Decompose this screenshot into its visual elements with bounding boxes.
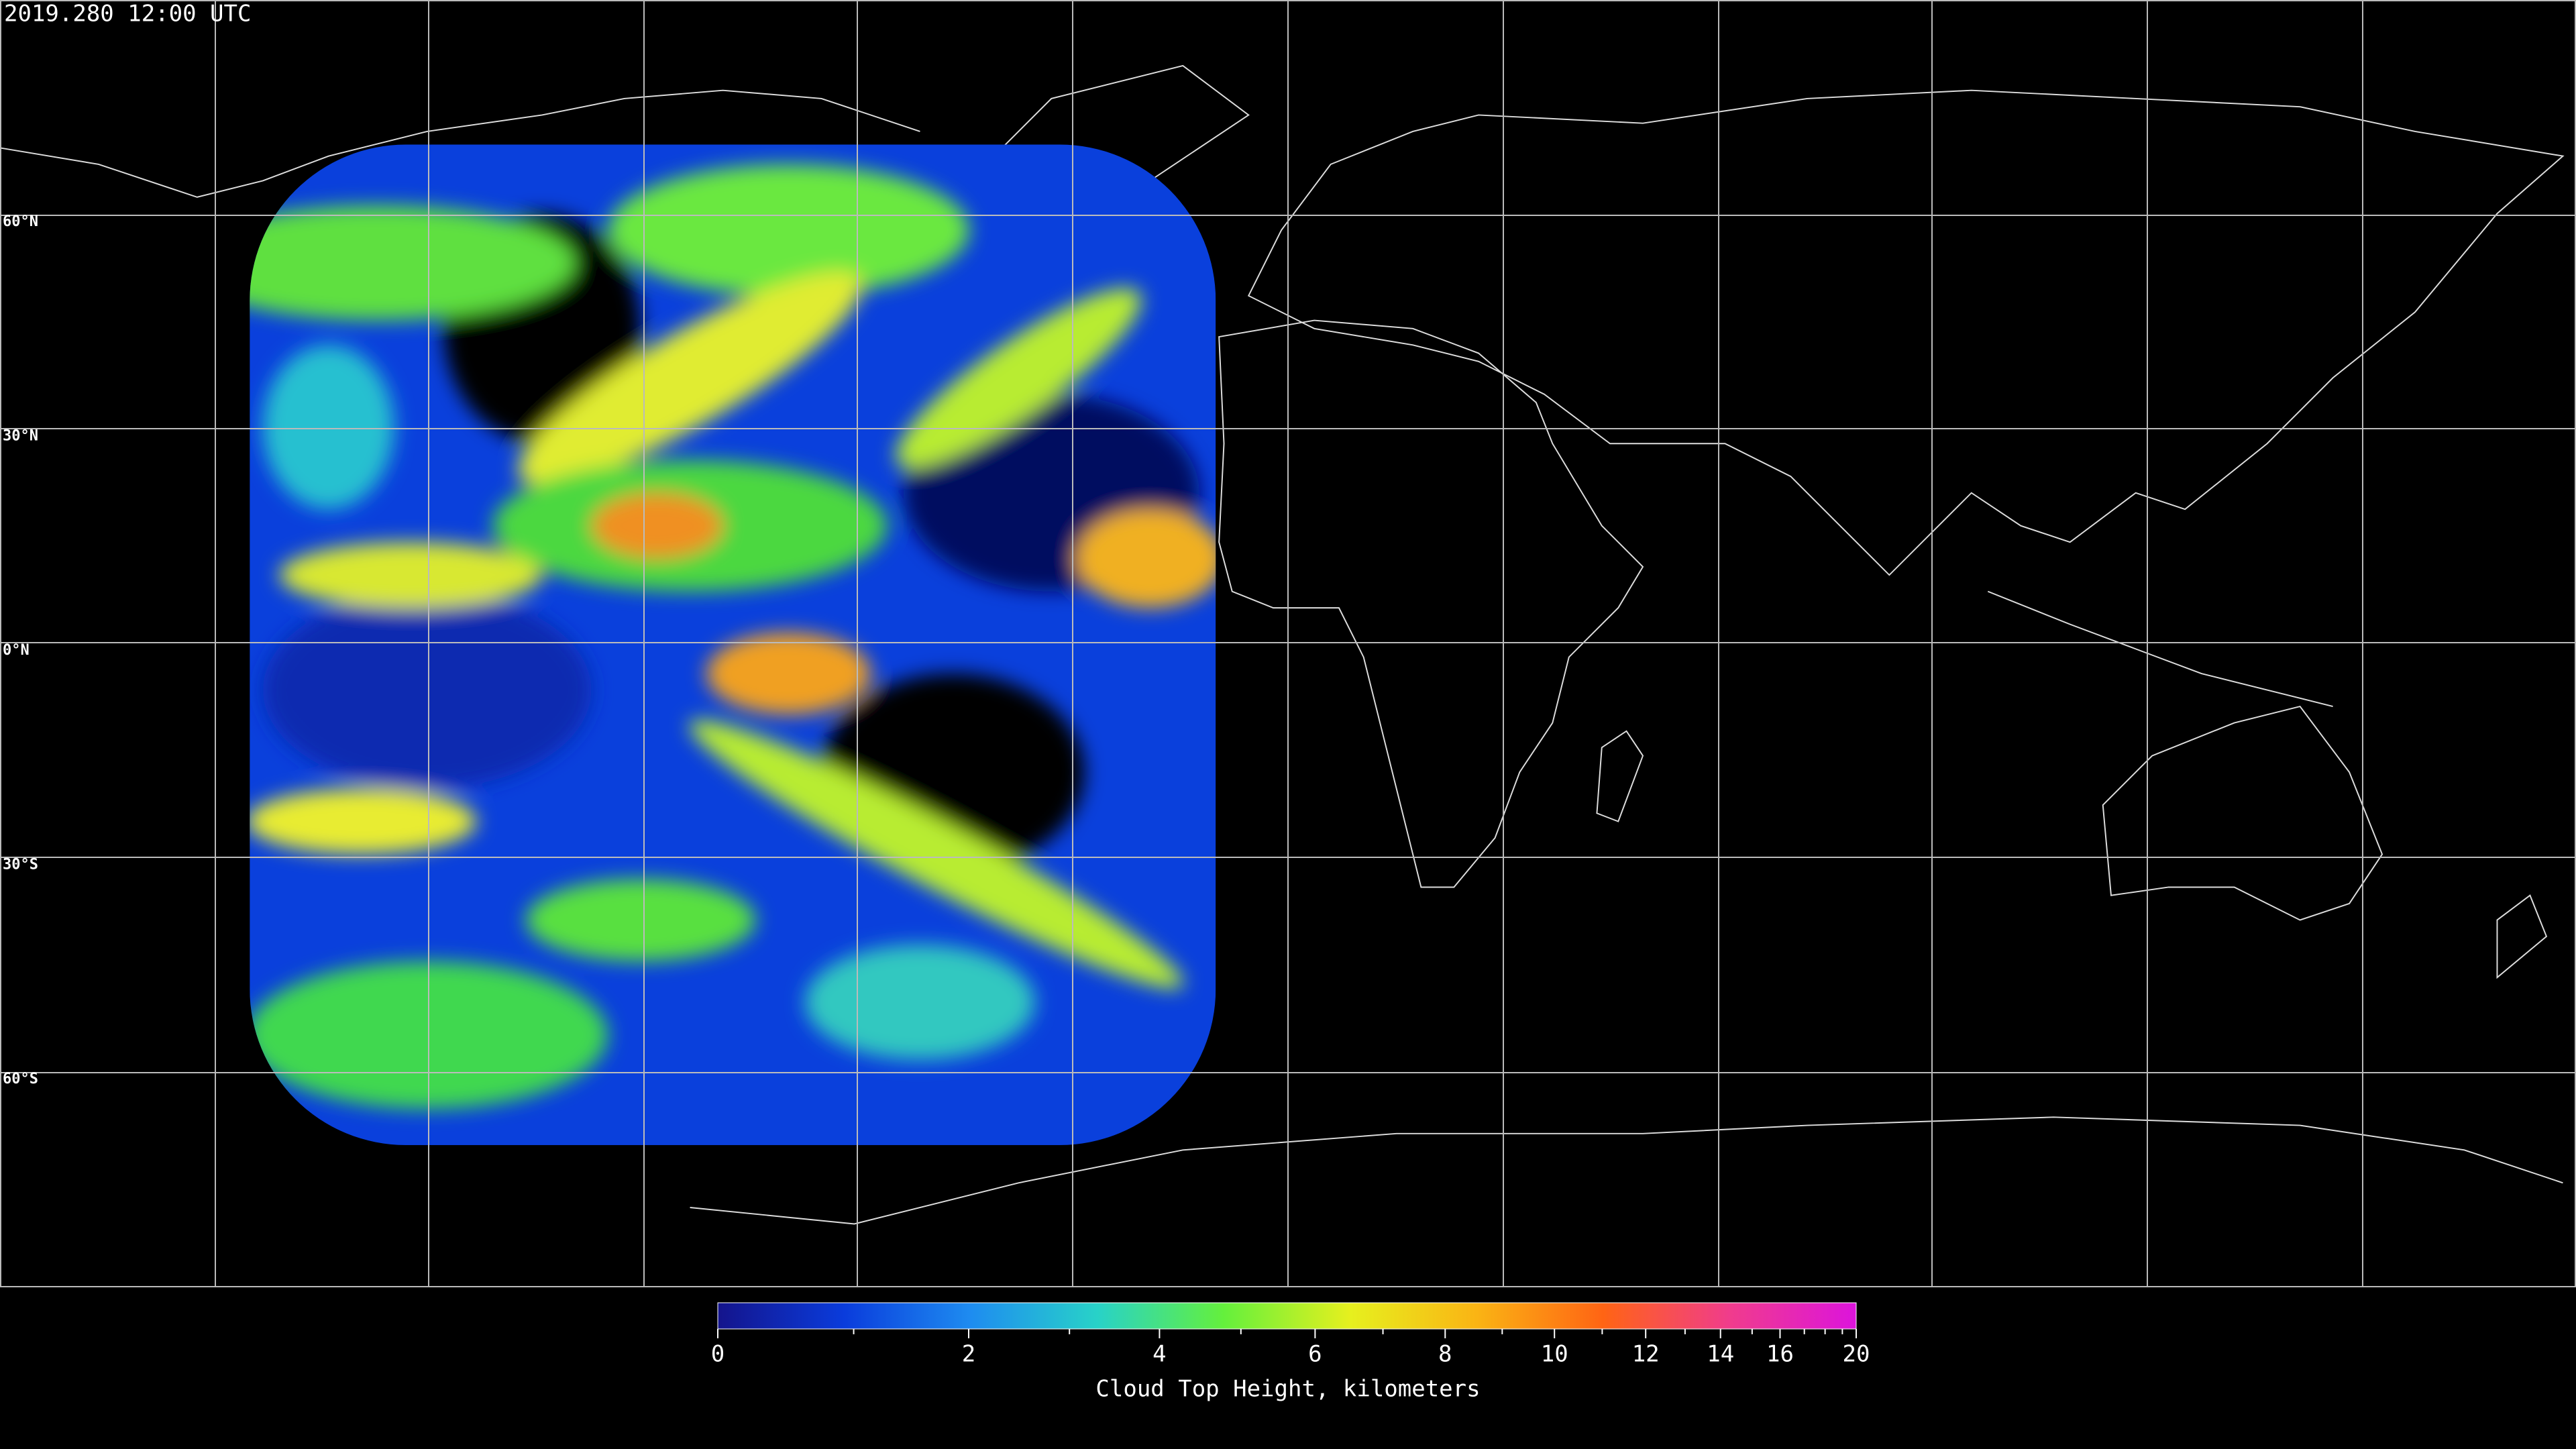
colorbar-tick-label: 6 [1308, 1341, 1322, 1368]
colorbar-tick-label: 8 [1438, 1341, 1452, 1368]
colorbar [717, 1302, 1857, 1330]
latitude-label: 30°N [3, 428, 38, 445]
colorbar-tick-label: 0 [711, 1341, 724, 1368]
colorbar-tick-label: 16 [1766, 1341, 1794, 1368]
colorbar-tick-label: 14 [1707, 1341, 1734, 1368]
latitude-label: 60°S [3, 1071, 38, 1087]
colorbar-tick-label: 4 [1152, 1341, 1166, 1368]
graticule [0, 0, 2576, 1287]
colorbar-tick-label: 2 [962, 1341, 975, 1368]
colorbar-tick-label: 20 [1843, 1341, 1870, 1368]
coastlines [0, 64, 2565, 1225]
colorbar-title: Cloud Top Height, kilometers [1095, 1376, 1480, 1403]
latitude-label: 0°N [3, 642, 30, 659]
satellite-image [250, 144, 1216, 1145]
latitude-label: 60°N [3, 213, 38, 230]
map-frame [0, 0, 2576, 1287]
latitude-label: 30°S [3, 857, 38, 873]
colorbar-tick-label: 12 [1632, 1341, 1660, 1368]
timestamp: 2019.280 12:00 UTC [4, 1, 251, 28]
basemap [0, 64, 2565, 1225]
colorbar-tick-label: 10 [1541, 1341, 1568, 1368]
